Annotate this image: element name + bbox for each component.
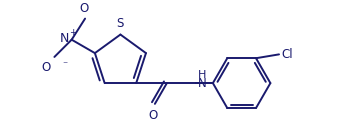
Text: O: O	[79, 2, 89, 15]
Text: N: N	[59, 32, 69, 45]
Text: ⁻: ⁻	[62, 60, 67, 70]
Text: O: O	[41, 61, 50, 74]
Text: N: N	[198, 77, 206, 90]
Text: O: O	[148, 109, 157, 122]
Text: Cl: Cl	[281, 48, 293, 61]
Text: S: S	[117, 17, 124, 30]
Text: H: H	[198, 70, 206, 80]
Text: +: +	[69, 28, 76, 38]
